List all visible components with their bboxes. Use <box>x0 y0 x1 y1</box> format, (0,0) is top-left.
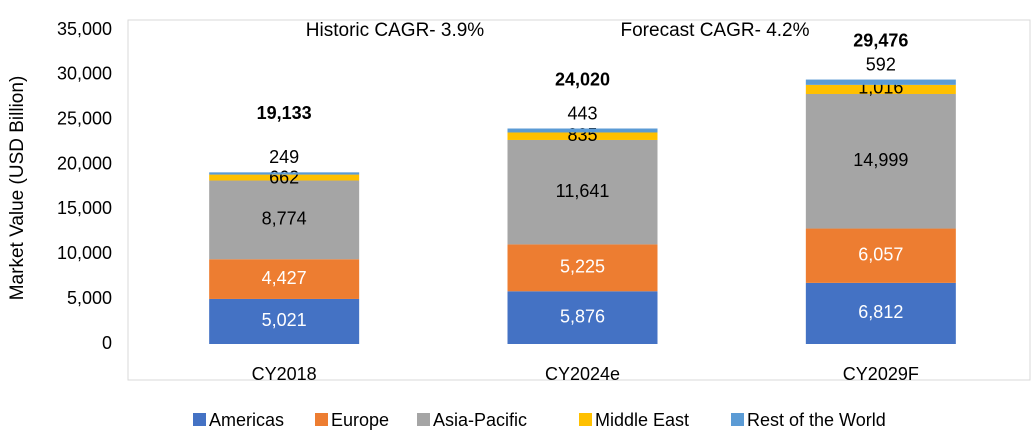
y-axis-label: Market Value (USD Billion) <box>7 76 28 301</box>
bar-segment <box>805 228 956 283</box>
value-label: 835 <box>567 125 597 145</box>
y-tick-label: 30,000 <box>57 64 112 84</box>
bar-segment <box>209 259 360 299</box>
annotation: Historic CAGR- 3.9% <box>306 20 485 41</box>
value-label: 5,876 <box>560 306 605 326</box>
value-label: 249 <box>269 147 299 167</box>
y-tick-label: 35,000 <box>57 19 112 39</box>
legend-label: Middle East <box>595 410 689 430</box>
legend-label: Rest of the World <box>747 410 886 430</box>
annotation: Forecast CAGR- 4.2% <box>621 20 810 41</box>
value-label: 662 <box>269 167 299 187</box>
y-tick-label: 0 <box>102 333 112 353</box>
y-tick-label: 10,000 <box>57 243 112 263</box>
value-label: 592 <box>866 54 896 74</box>
legend-swatch <box>731 413 744 426</box>
bar-segment <box>209 172 360 175</box>
total-label: 19,133 <box>257 103 312 123</box>
plot-frame <box>127 19 1031 381</box>
value-label: 5,225 <box>560 257 605 277</box>
value-label: 8,774 <box>262 209 307 229</box>
bar-segment <box>507 128 658 133</box>
legend-label: Asia-Pacific <box>433 410 527 430</box>
total-label: 24,020 <box>555 69 610 89</box>
y-tick-label: 15,000 <box>57 198 112 218</box>
bar-segment <box>209 298 360 344</box>
bar-segment <box>805 79 956 85</box>
value-label: 443 <box>567 103 597 123</box>
value-label: 11,641 <box>556 181 610 201</box>
bar-segment <box>507 139 658 245</box>
value-label: 5,021 <box>262 310 307 330</box>
legend-label: Americas <box>209 410 284 430</box>
legend-label: Europe <box>331 410 389 430</box>
x-tick-label: CY2018 <box>252 364 317 384</box>
y-tick-label: 25,000 <box>57 108 112 128</box>
y-tick-label: 5,000 <box>67 288 112 308</box>
value-label: 14,999 <box>853 150 908 170</box>
value-label: 6,057 <box>858 244 903 264</box>
bar-segment <box>805 93 956 229</box>
value-label: 4,427 <box>262 268 307 288</box>
total-label: 29,476 <box>853 30 908 50</box>
bar-segment <box>209 180 360 260</box>
bar-segment <box>507 244 658 292</box>
bar-segment <box>507 132 658 140</box>
legend-swatch <box>193 413 206 426</box>
bar-segment <box>805 282 956 344</box>
bar-segment <box>209 174 360 181</box>
y-tick-label: 20,000 <box>57 153 112 173</box>
legend-swatch <box>417 413 430 426</box>
legend-swatch <box>315 413 328 426</box>
x-tick-label: CY2024e <box>545 364 620 384</box>
legend-swatch <box>579 413 592 426</box>
value-label: 6,812 <box>858 302 903 322</box>
x-tick-label: CY2029F <box>843 364 919 384</box>
bar-segment <box>507 291 658 344</box>
bar-segment <box>805 84 956 94</box>
